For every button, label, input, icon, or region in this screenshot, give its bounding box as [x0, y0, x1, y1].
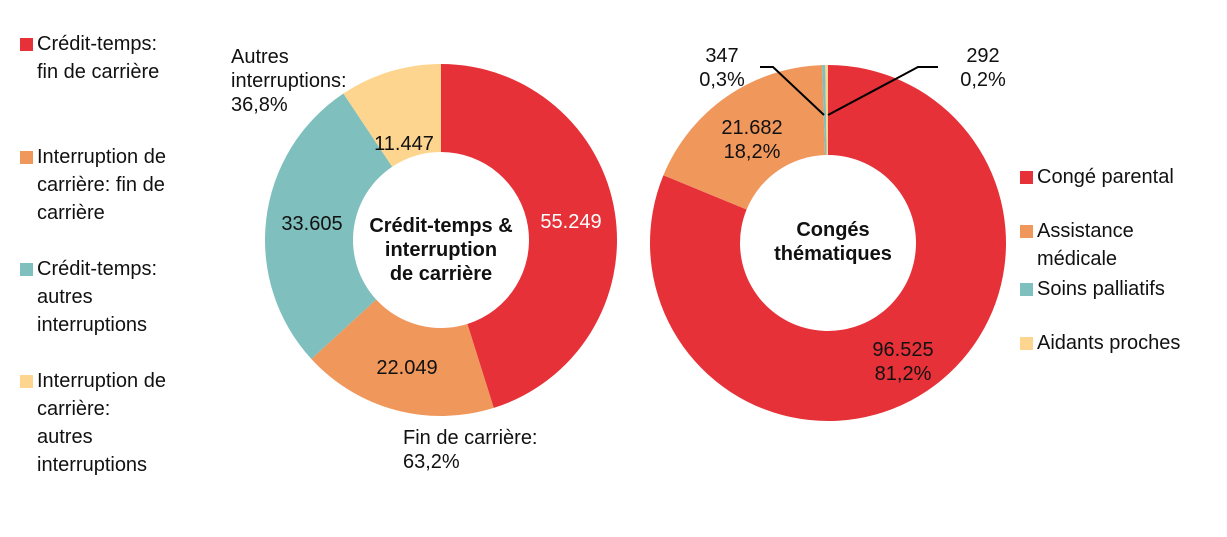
legend-label-line: médicale — [1037, 248, 1118, 270]
data-label: 347 0,3% — [699, 45, 745, 91]
legend-swatch — [1020, 171, 1033, 184]
legend-label-line: fin de carrière — [37, 61, 160, 83]
legend-label: Crédit-temps: fin de carrière — [37, 30, 159, 86]
legend-label-line: interruptions — [37, 314, 148, 336]
legend-label-line: Crédit-temps: — [37, 258, 158, 280]
legend-label-line: interruptions — [37, 454, 148, 476]
legend-swatch — [1020, 225, 1033, 238]
center-label-line: Congés — [796, 219, 869, 241]
annotation-end-line: Fin de carrière: — [403, 427, 538, 449]
legend-swatch — [20, 263, 33, 276]
data-label-line: 292 — [966, 45, 999, 67]
leader-line — [827, 66, 938, 116]
donut-slice — [343, 64, 441, 167]
legend-label-line: autres — [37, 426, 93, 448]
legend-label-line: carrière: — [37, 398, 111, 420]
data-label-line: 18,2% — [724, 141, 781, 163]
data-label: 55.249 — [540, 211, 601, 233]
legend-label-line: Interruption de — [37, 370, 166, 392]
center-label-line: de carrière — [390, 263, 492, 285]
data-label-line: 0,2% — [960, 69, 1006, 91]
donut-slice — [825, 65, 828, 156]
center-label-line: Crédit-temps & — [369, 215, 512, 237]
legend-label-line: autres — [37, 286, 93, 308]
donut-slice — [821, 65, 827, 156]
data-label-line: 347 — [705, 45, 738, 67]
donut-slice — [441, 64, 617, 408]
donut-slice — [663, 65, 826, 210]
data-label: 33.605 — [281, 213, 342, 235]
data-label: 22.049 — [376, 357, 437, 379]
donut-slice — [650, 65, 1006, 421]
annotation-other-line: Autres — [231, 46, 289, 68]
leader-line — [760, 66, 825, 116]
legend-label: Congé parental — [1037, 163, 1174, 191]
annotation-other-line: interruptions: — [231, 70, 347, 92]
data-label: 96.525 81,2% — [872, 339, 933, 385]
legend-label: Crédit-temps: autres interruptions — [37, 255, 157, 339]
data-label: 21.682 18,2% — [721, 117, 782, 163]
legend-label-line: Crédit-temps: — [37, 33, 158, 55]
data-label: 11.447 — [374, 133, 434, 155]
legend-label-line: Soins palliatifs — [1037, 278, 1165, 300]
legend-label: Interruption de carrière: autres interrupti… — [37, 367, 166, 479]
data-label-line: 96.525 — [872, 339, 933, 361]
data-label-line: 81,2% — [875, 363, 932, 385]
legend-label: Assistance médicale — [1037, 217, 1134, 273]
legend-label-line: carrière — [37, 202, 105, 224]
legend-label-line: carrière: fin de — [37, 174, 165, 196]
legend-label-line: Aidants proches — [1037, 332, 1181, 354]
donut-slice — [264, 93, 393, 360]
annotation-other-line: 36,8% — [231, 94, 288, 116]
donut-slice — [311, 299, 494, 416]
legend-label: Interruption de carrière: fin de carrière — [37, 143, 166, 227]
legend-swatch — [20, 375, 33, 388]
legend-swatch — [1020, 283, 1033, 296]
legend-swatch — [1020, 337, 1033, 350]
data-label: 292 0,2% — [960, 45, 1006, 91]
data-label-line: 21.682 — [721, 117, 782, 139]
legend-swatch — [20, 151, 33, 164]
legend-label: Aidants proches — [1037, 329, 1180, 357]
annotation-end-line: 63,2% — [403, 451, 460, 473]
legend-label-line: Assistance — [1037, 220, 1134, 242]
center-label-line: thématiques — [774, 243, 892, 265]
legend-swatch — [20, 38, 33, 51]
center-label: Crédit-temps & interruption de carrière — [369, 215, 512, 285]
annotation-other: Autres interruptions: 36,8% — [231, 46, 347, 116]
legend-label-line: Interruption de — [37, 146, 166, 168]
annotation-end: Fin de carrière: 63,2% — [403, 427, 538, 473]
legend-label: Soins palliatifs — [1037, 275, 1165, 303]
center-label-line: interruption — [385, 239, 497, 261]
center-label: Congés thématiques — [774, 219, 892, 265]
legend-label-line: Congé parental — [1037, 166, 1174, 188]
data-label-line: 0,3% — [699, 69, 745, 91]
